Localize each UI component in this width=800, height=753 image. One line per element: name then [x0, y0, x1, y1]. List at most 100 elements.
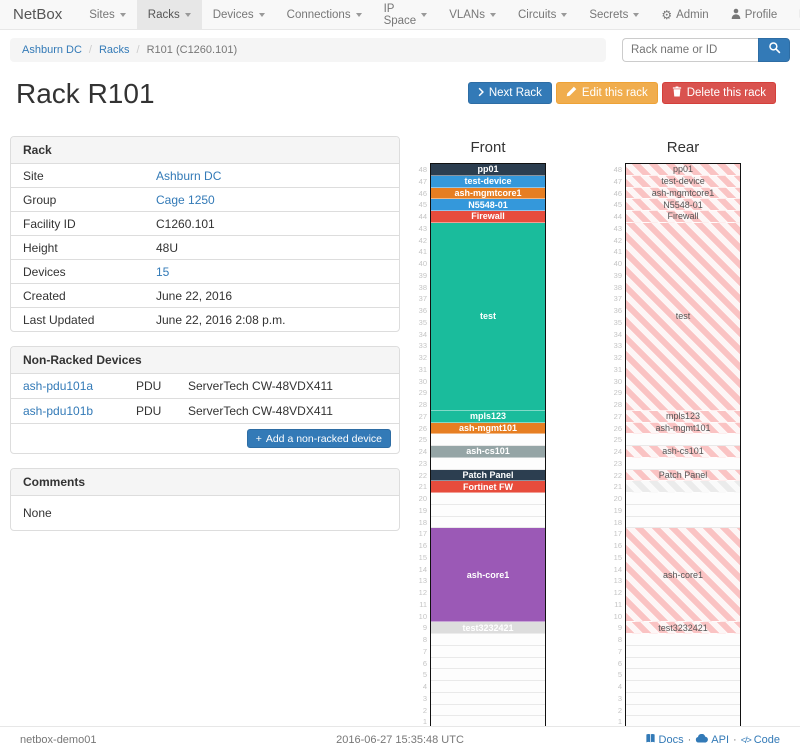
unit-number: 21 — [418, 482, 427, 492]
unit-number: 3 — [422, 693, 427, 703]
info-label: Devices — [23, 264, 66, 279]
rack-slot-ash-core1[interactable]: ash-core1 — [626, 528, 740, 623]
add-non-racked-device-button[interactable]: + Add a non-racked device — [246, 429, 391, 448]
nav-item-sites[interactable]: Sites — [78, 0, 137, 29]
footer-link-docs[interactable]: Docs — [645, 733, 684, 747]
unit-number: 35 — [418, 317, 427, 327]
unit-number: 25 — [613, 435, 622, 445]
footer-link-api[interactable]: API — [695, 733, 729, 746]
rear-elevation-title: Rear — [666, 139, 700, 156]
rack-slot-test-device[interactable]: test-device — [626, 175, 740, 188]
rack-slot-test[interactable]: test — [626, 222, 740, 411]
unit-number: 15 — [418, 552, 427, 562]
info-value[interactable]: Cage 1250 — [156, 192, 215, 207]
delete-rack-button[interactable]: Delete this rack — [661, 82, 776, 104]
device-link[interactable]: ash-pdu101a — [23, 379, 94, 393]
rack-slot-mpls123[interactable]: mpls123 — [626, 410, 740, 423]
non-racked-panel-title: Non-Racked Devices — [11, 347, 399, 374]
device-link[interactable]: ash-pdu101b — [23, 404, 94, 418]
rack-slot-N5548-01[interactable]: N5548-01 — [431, 199, 545, 211]
nav-item-ip-space[interactable]: IP Space — [373, 0, 439, 29]
rack-slot-ash-mgmt101[interactable]: ash-mgmt101 — [626, 422, 740, 435]
nav-item-connections[interactable]: Connections — [276, 0, 373, 29]
next-rack-button[interactable]: Next Rack — [467, 82, 552, 104]
unit-number: 6 — [422, 658, 427, 668]
unit-number: 16 — [613, 541, 622, 550]
unit-number: 21 — [613, 482, 622, 492]
info-label: Last Updated — [23, 312, 95, 327]
unit-number: 41 — [613, 247, 622, 257]
profile-menu-item[interactable]: Profile — [720, 0, 789, 29]
info-value: June 22, 2016 — [156, 288, 233, 303]
rack-slot-empty — [626, 692, 740, 705]
rack-actions: Next Rack Edit this rack Delete this rac… — [467, 82, 776, 104]
rack-slot-test[interactable]: test — [431, 222, 545, 411]
rack-slot-empty — [626, 681, 740, 693]
nav-item-circuits[interactable]: Circuits — [507, 0, 578, 29]
unit-number: 22 — [613, 470, 622, 480]
info-value: 48U — [156, 240, 179, 255]
rack-slot-Fortinet FW[interactable]: Fortinet FW — [431, 481, 545, 493]
app-brand[interactable]: NetBox — [13, 6, 63, 23]
info-value[interactable]: Ashburn DC — [156, 168, 222, 183]
device-type: PDU — [136, 404, 162, 418]
nav-item-racks[interactable]: Racks — [136, 0, 202, 29]
unit-number: 39 — [418, 270, 427, 280]
front-unit-numbers: 48 47 46 45 44 43 42 41 40 39 38 37 36 35 34 33 32 31 30 29… — [415, 163, 430, 729]
footer-link-code[interactable]: </> Code — [741, 734, 780, 746]
unit-number: 38 — [613, 282, 622, 292]
rack-slot-Patch Panel[interactable]: Patch Panel — [431, 469, 545, 482]
rack-slot-Firewall[interactable]: Firewall — [626, 211, 740, 223]
rack-slot-test3232421[interactable]: test3232421 — [626, 622, 740, 634]
unit-number: 14 — [613, 564, 622, 574]
rack-slot-ash-mgmtcore1[interactable]: ash-mgmtcore1 — [626, 187, 740, 200]
breadcrumb-item[interactable]: Racks — [98, 44, 130, 56]
chevron-right-icon — [478, 87, 484, 100]
chevron-down-icon — [421, 12, 428, 17]
breadcrumb-item[interactable]: Ashburn DC — [22, 44, 82, 56]
rack-slot-Patch Panel[interactable]: Patch Panel — [626, 469, 740, 482]
info-value: June 22, 2016 2:08 p.m. — [156, 312, 286, 327]
unit-number: 18 — [418, 517, 427, 527]
rack-slot-test-device[interactable]: test-device — [431, 175, 545, 188]
admin-menu-item[interactable]: ⚙ Admin — [661, 7, 709, 22]
unit-number: 31 — [613, 364, 622, 374]
rack-slot-test3232421[interactable]: test3232421 — [431, 622, 545, 634]
rack-elevation-rear: Rear 48 47 46 45 44 43 42 41 40 39 38 37 36 35 34 33 32 3… — [610, 136, 741, 729]
rack-slot-pp01[interactable]: pp01 — [431, 164, 545, 176]
unit-number: 29 — [418, 388, 427, 398]
rack-slot-ash-mgmt101[interactable]: ash-mgmt101 — [431, 422, 545, 435]
unit-number: 43 — [613, 223, 622, 233]
unit-number: 46 — [418, 188, 427, 198]
table-row: Group Cage 1250 — [11, 187, 399, 211]
rear-rack: pp01 test-device ash-mgmtcore1 N5548-01 Fire… — [625, 163, 741, 729]
rack-slot-ash-core1[interactable]: ash-core1 — [431, 528, 545, 623]
rack-slot-ash-cs101[interactable]: ash-cs101 — [431, 446, 545, 458]
rack-slot-N5548-01[interactable]: N5548-01 — [626, 199, 740, 211]
rack-slot-ash-mgmtcore1[interactable]: ash-mgmtcore1 — [431, 187, 545, 200]
nav-item-vlans[interactable]: VLANs — [438, 0, 507, 29]
footer-link-label: Code — [753, 734, 780, 746]
unit-number: 24 — [613, 447, 622, 456]
unit-number: 42 — [613, 235, 622, 245]
edit-rack-button[interactable]: Edit this rack — [555, 82, 658, 104]
rack-slot-ash-cs101[interactable]: ash-cs101 — [626, 446, 740, 458]
search-button[interactable] — [758, 38, 790, 62]
rack-slot-pp01[interactable]: pp01 — [626, 164, 740, 176]
chevron-down-icon — [258, 12, 265, 17]
search-input[interactable] — [622, 38, 758, 62]
rack-slot-Firewall[interactable]: Firewall — [431, 211, 545, 223]
rack-slot-empty — [626, 504, 740, 517]
logout-menu-item[interactable]: Log out — [788, 0, 800, 29]
table-row: ash-pdu101b PDU ServerTech CW-48VDX411 — [11, 398, 399, 423]
info-value[interactable]: 15 — [156, 264, 170, 279]
breadcrumb: Ashburn DC / Racks / R101 (C1260.101) — [10, 38, 606, 62]
nav-item-secrets[interactable]: Secrets — [578, 0, 650, 29]
nav-item-label: Racks — [147, 8, 180, 21]
unit-number: 2 — [422, 705, 427, 715]
unit-number: 48 — [613, 165, 622, 174]
rack-slot-mpls123[interactable]: mpls123 — [431, 410, 545, 423]
nav-item-devices[interactable]: Devices — [202, 0, 276, 29]
device-model: ServerTech CW-48VDX411 — [188, 379, 333, 393]
unit-number: 27 — [418, 411, 427, 421]
